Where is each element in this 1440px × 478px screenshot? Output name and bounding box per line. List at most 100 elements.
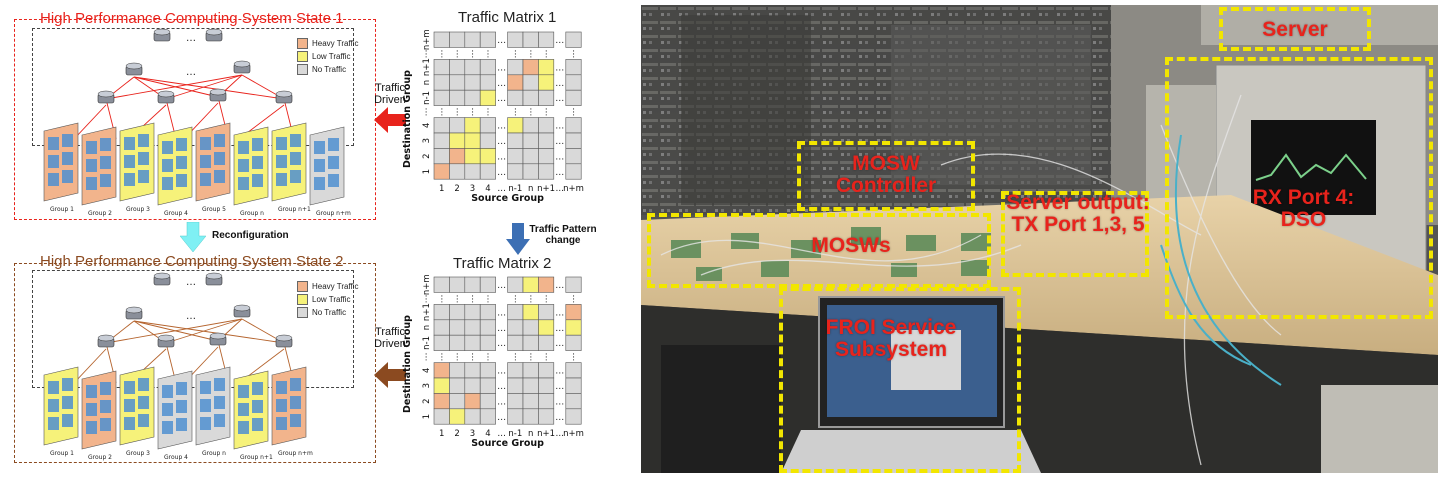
rack-group: Group n+1 <box>271 122 311 213</box>
matrix-x-tick: 4 <box>485 429 490 439</box>
matrix-ellipsis: … <box>497 308 506 318</box>
rack-group: Group n <box>195 366 231 457</box>
state2-title: High Performance Computing System State … <box>40 253 344 270</box>
matrix-x-tick: 4 <box>485 184 490 194</box>
matrix-y-label: Destination Group <box>402 315 413 413</box>
matrix-cell <box>433 117 450 134</box>
matrix-cell <box>464 89 481 106</box>
matrix-cell <box>464 132 481 149</box>
matrix-ellipsis: … <box>497 339 506 349</box>
rack-label: Group 4 <box>164 210 188 217</box>
matrix-cell <box>449 59 466 76</box>
matrix-x-tick: … <box>497 184 506 194</box>
matrix-cell <box>479 377 496 394</box>
matrix-y-tick: 1 <box>422 169 432 174</box>
matrix-vdots: ⋮ <box>484 294 493 304</box>
rack-label: Group n+1 <box>278 206 311 213</box>
matrix-cell <box>507 74 524 91</box>
matrix-ellipsis: … <box>497 36 506 46</box>
matrix-x-tick: 1 <box>439 429 444 439</box>
matrix-cell <box>433 59 450 76</box>
switch-icon <box>209 332 227 346</box>
matrix-cell <box>449 148 466 165</box>
matrix-x-tick: … <box>556 429 565 439</box>
matrix-cell <box>479 148 496 165</box>
matrix-ellipsis: … <box>555 308 564 318</box>
matrix-vdots: ⋮ <box>526 353 535 363</box>
matrix-vdots: ⋮ <box>569 108 578 118</box>
legend-swatch <box>297 64 308 75</box>
matrix-ellipsis: … <box>497 79 506 89</box>
legend-item: Heavy Traffic <box>297 280 359 293</box>
ellipsis: … <box>186 33 196 44</box>
legend-item: No Traffic <box>297 63 359 76</box>
matrix-cell <box>565 334 582 351</box>
matrix-vdots: ⋮ <box>453 353 462 363</box>
matrix-y-tick: ⋮ <box>422 108 431 118</box>
mosw-controller-box <box>797 141 975 211</box>
matrix-vdots: ⋮ <box>437 108 446 118</box>
matrix-y-tick: ⋮ <box>422 49 431 59</box>
matrix-cell <box>538 304 555 321</box>
matrix-cell <box>507 163 524 180</box>
matrix-vdots: ⋮ <box>468 294 477 304</box>
matrix-vdots: ⋮ <box>526 294 535 304</box>
matrix-cell <box>565 304 582 321</box>
matrix-vdots: ⋮ <box>542 108 551 118</box>
matrix-vdots: ⋮ <box>453 294 462 304</box>
matrix-y-tick: ⋮ <box>422 294 431 304</box>
matrix-cell <box>507 408 524 425</box>
matrix-ellipsis: … <box>555 94 564 104</box>
state1-title: High Performance Computing System State … <box>40 10 344 27</box>
matrix-cell <box>479 408 496 425</box>
matrix-cell <box>464 334 481 351</box>
matrix-cell <box>538 132 555 149</box>
matrix-cell <box>449 408 466 425</box>
matrix-ellipsis: … <box>555 281 564 291</box>
matrix-ellipsis: … <box>497 137 506 147</box>
matrix-cell <box>522 304 539 321</box>
matrix-cell <box>433 89 450 106</box>
matrix-cell <box>565 117 582 134</box>
matrix-cell <box>522 148 539 165</box>
legend-item: No Traffic <box>297 306 359 319</box>
switch-icon <box>97 334 115 348</box>
matrix-cell <box>538 89 555 106</box>
matrix-cell <box>433 408 450 425</box>
matrix-cell <box>522 393 539 410</box>
matrix-cell <box>433 148 450 165</box>
state1-legend: Heavy Traffic Low Traffic No Traffic <box>297 37 359 76</box>
rack-label: Group n+m <box>278 450 313 457</box>
legend-swatch <box>297 38 308 49</box>
matrix-cell <box>538 362 555 379</box>
ellipsis: … <box>186 311 196 322</box>
traffic-pattern-arrow-icon <box>506 223 530 255</box>
legend-label: No Traffic <box>312 65 347 74</box>
rack-label: Group 3 <box>126 450 150 457</box>
switch-icon <box>233 60 251 74</box>
matrix-cell <box>507 117 524 134</box>
traffic-pattern-change-label: Traffic Pattern change <box>529 224 597 246</box>
matrix-x-tick: 1 <box>439 184 444 194</box>
reconfiguration-label: Reconfiguration <box>212 230 289 241</box>
matrix-cell <box>433 319 450 336</box>
matrix-cell <box>433 31 450 48</box>
matrix-cell <box>433 276 450 293</box>
matrix-x-tick: n+m <box>563 429 584 439</box>
matrix-y-tick: 4 <box>422 368 432 373</box>
matrix-ellipsis: … <box>555 382 564 392</box>
matrix-y-tick: 4 <box>422 123 432 128</box>
matrix-cell <box>522 377 539 394</box>
matrix-vdots: ⋮ <box>484 108 493 118</box>
matrix-cell <box>522 163 539 180</box>
matrix-ellipsis: … <box>555 367 564 377</box>
ellipsis: … <box>186 277 196 288</box>
matrix-y-tick: 2 <box>422 398 432 403</box>
server-box <box>1219 7 1371 51</box>
matrix-cell <box>464 276 481 293</box>
matrix-cell <box>479 132 496 149</box>
matrix-x-tick: 3 <box>470 429 475 439</box>
matrix-vdots: ⋮ <box>468 353 477 363</box>
matrix-cell <box>433 334 450 351</box>
